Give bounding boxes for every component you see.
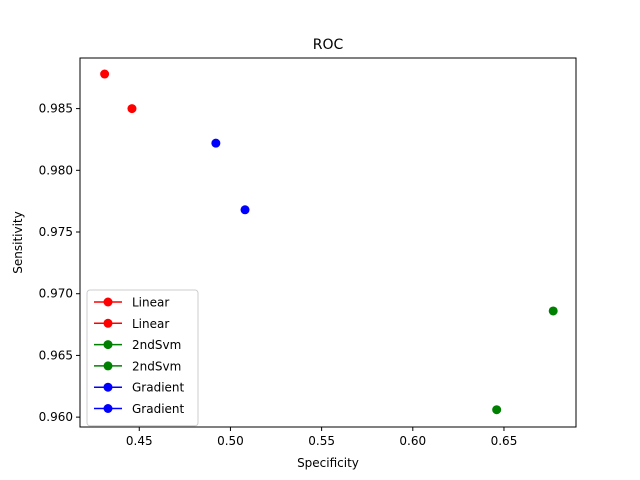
x-tick-label: 0.50 bbox=[217, 434, 244, 448]
data-point-series-3 bbox=[492, 405, 502, 415]
legend-marker bbox=[103, 404, 113, 413]
data-point-series-4 bbox=[211, 138, 221, 148]
x-tick-label: 0.45 bbox=[126, 434, 153, 448]
legend-label: Gradient bbox=[132, 402, 185, 416]
y-tick-label: 0.965 bbox=[39, 348, 73, 362]
legend-marker bbox=[103, 297, 113, 307]
x-tick-label: 0.60 bbox=[399, 434, 426, 448]
data-point-series-1 bbox=[127, 104, 137, 114]
legend-marker bbox=[103, 361, 113, 371]
data-point-series-2 bbox=[548, 306, 558, 316]
data-point-series-5 bbox=[240, 205, 250, 215]
y-axis: 0.960 0.965 0.970 0.975 0.980 0.985 bbox=[39, 102, 80, 424]
legend-label: 2ndSvm bbox=[132, 338, 181, 352]
y-tick-label: 0.980 bbox=[39, 163, 73, 177]
y-axis-label: Sensitivity bbox=[11, 211, 25, 273]
y-tick-label: 0.985 bbox=[39, 102, 73, 116]
legend-marker bbox=[103, 340, 113, 350]
y-tick-label: 0.970 bbox=[39, 287, 73, 301]
chart-title: ROC bbox=[313, 37, 344, 53]
x-axis-label: Specificity bbox=[297, 456, 359, 470]
x-tick-label: 0.65 bbox=[491, 434, 518, 448]
legend-marker bbox=[103, 318, 113, 328]
y-tick-label: 0.975 bbox=[39, 225, 73, 239]
legend-label: 2ndSvm bbox=[132, 359, 181, 373]
plot-layer bbox=[100, 69, 558, 415]
legend-label: Gradient bbox=[132, 381, 185, 395]
data-point-series-0 bbox=[100, 69, 110, 79]
plot-frame bbox=[79, 57, 577, 428]
x-axis: 0.45 0.50 0.55 0.60 0.65 bbox=[126, 427, 517, 448]
legend-label: Linear bbox=[132, 317, 169, 331]
legend-label: Linear bbox=[132, 296, 169, 310]
legend-marker bbox=[103, 382, 113, 392]
y-tick-label: 0.960 bbox=[39, 410, 73, 424]
x-tick-label: 0.55 bbox=[308, 434, 335, 448]
legend: Linear Linear 2ndSvm 2ndSvm Gradient Gradient bbox=[86, 289, 199, 427]
